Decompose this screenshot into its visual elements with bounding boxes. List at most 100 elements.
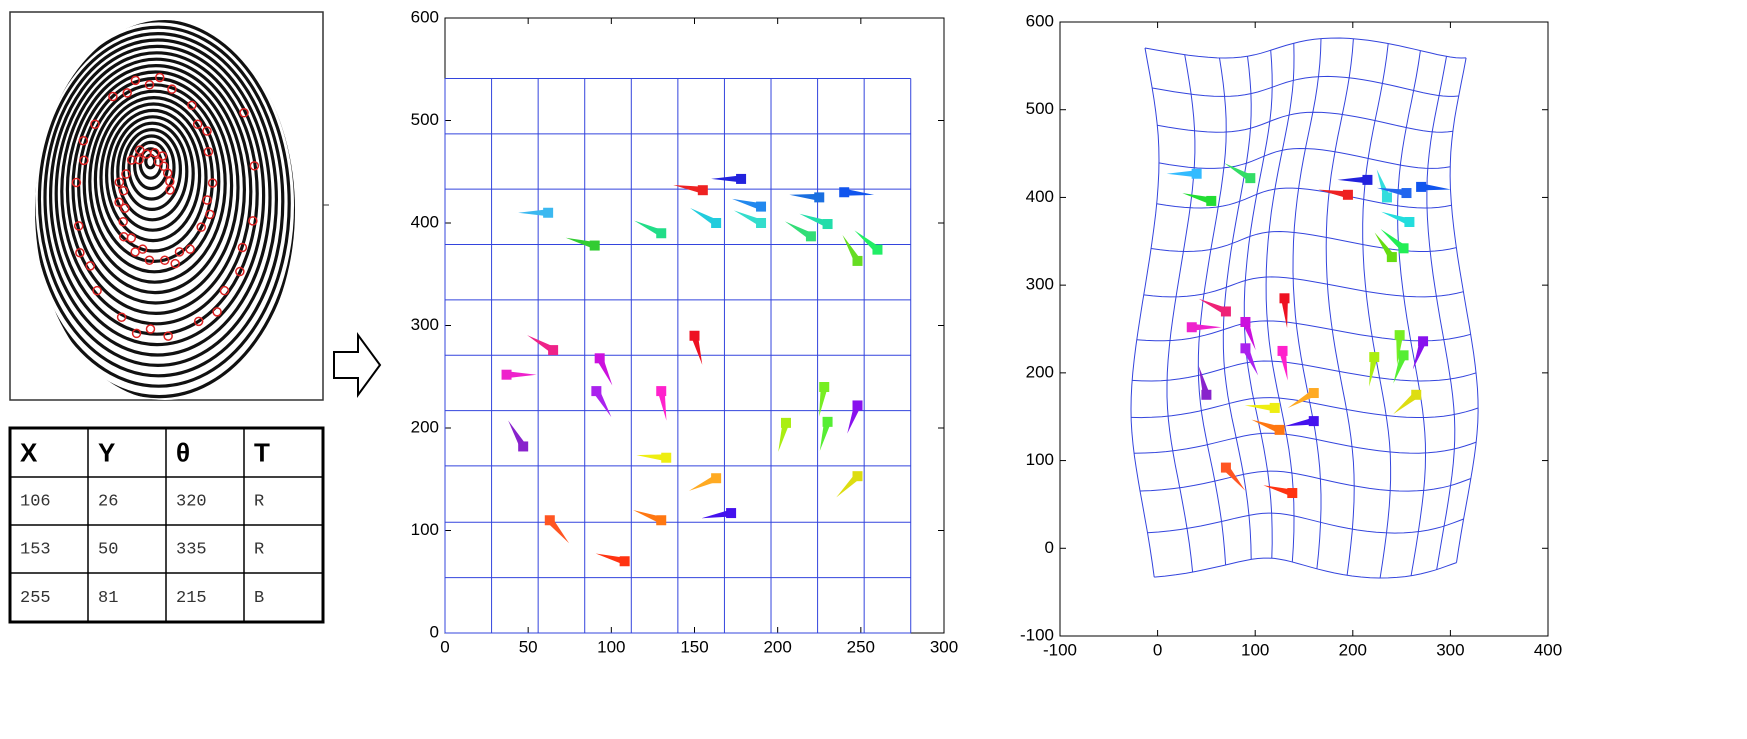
plot-frame [1059,21,1549,637]
minutia-direction [732,198,762,210]
minutia [1398,243,1409,254]
minutia-direction [506,371,537,379]
minutia-marker [187,100,197,111]
minutia-direction [847,404,861,434]
minutia-direction [565,237,596,249]
warped-mesh [1156,187,1452,209]
minutia-marker [192,119,203,129]
minutia [697,185,708,196]
x-tick-label: 100 [597,637,625,656]
ridge [65,63,246,316]
minutia [518,441,529,452]
ridge [60,57,253,326]
minutia-direction [1242,320,1256,351]
minutia-direction [784,221,813,240]
minutia-direction [527,335,555,354]
minutia-direction [799,213,829,228]
minutia-marker [207,178,218,188]
warped-mesh [1362,43,1392,579]
minutia [1369,352,1380,363]
minutia-direction [843,188,875,196]
table-header: Y [98,437,115,467]
table-cell: B [254,589,264,608]
minutia [501,369,512,380]
table-cell: R [254,540,264,559]
minutia-direction [1244,404,1276,412]
minutia [656,515,667,526]
minutia [1394,330,1405,341]
minutia-marker [153,156,164,167]
ridge [35,20,291,388]
minutia [1279,293,1290,304]
minutia [1308,388,1319,399]
minutia-direction [1318,189,1349,199]
minutia [756,201,767,212]
minutia-direction [1280,297,1288,329]
warped-mesh [1243,50,1273,559]
minutia-marker [196,222,206,232]
minutia [814,192,825,203]
minutia [711,218,722,228]
warped-mesh [1136,320,1471,342]
minutia [852,471,863,482]
y-tick-label: 400 [1026,187,1054,206]
x-tick-label: 200 [763,637,791,656]
minutia [819,382,830,392]
minutia-marker [163,331,173,341]
x-tick-label: 50 [519,637,538,656]
minutia-direction [1381,211,1411,226]
x-tick-label: 250 [847,637,875,656]
y-tick-label: 600 [1026,11,1054,30]
minutia-marker [108,91,118,102]
ridge [43,38,272,357]
x-tick-label: 100 [1241,640,1269,659]
minutia-direction [1182,193,1213,205]
minutia [689,330,700,341]
minutia-direction [1166,170,1197,178]
ridge [88,89,221,274]
minutia-marker [134,154,144,165]
minutia [656,386,667,397]
minutia-marker [137,244,148,254]
minutia [1206,195,1217,206]
minutia [726,508,737,519]
x-tick-label: 200 [1339,640,1367,659]
minutia-direction [673,184,704,194]
minutia [1362,174,1373,185]
minutia-marker [145,324,156,334]
minutia [591,386,602,397]
minutia-direction [1412,340,1427,370]
minutia-marker [90,119,100,129]
minutia [661,452,672,463]
minutia-marker [131,328,142,339]
minutia [589,240,600,251]
minutia-direction [691,334,703,365]
minutia-direction [596,356,613,386]
ridge [116,121,189,222]
minutia-direction [819,420,831,451]
minutia-direction [778,421,790,452]
minutia-marker [121,169,131,179]
minutia [839,187,850,198]
minutia [1220,306,1231,317]
minutia [711,473,722,484]
minutia-direction [1284,417,1315,427]
y-tick-label: 300 [1026,275,1054,294]
minutia [1386,252,1397,263]
minutia [548,345,559,356]
minutia-marker [219,285,230,296]
table-cell: 106 [20,492,51,511]
minutia [852,255,863,266]
minutia-direction [518,209,549,217]
minutia-marker [134,145,145,155]
warped-mesh [1157,111,1453,133]
minutia [1201,389,1212,400]
warped-mesh [1449,57,1479,563]
minutia [1404,216,1415,227]
minutia-direction [1191,323,1222,331]
ridge [127,134,176,201]
minutia-direction [1224,163,1253,182]
minutia [1416,181,1427,192]
minutia [805,231,816,242]
